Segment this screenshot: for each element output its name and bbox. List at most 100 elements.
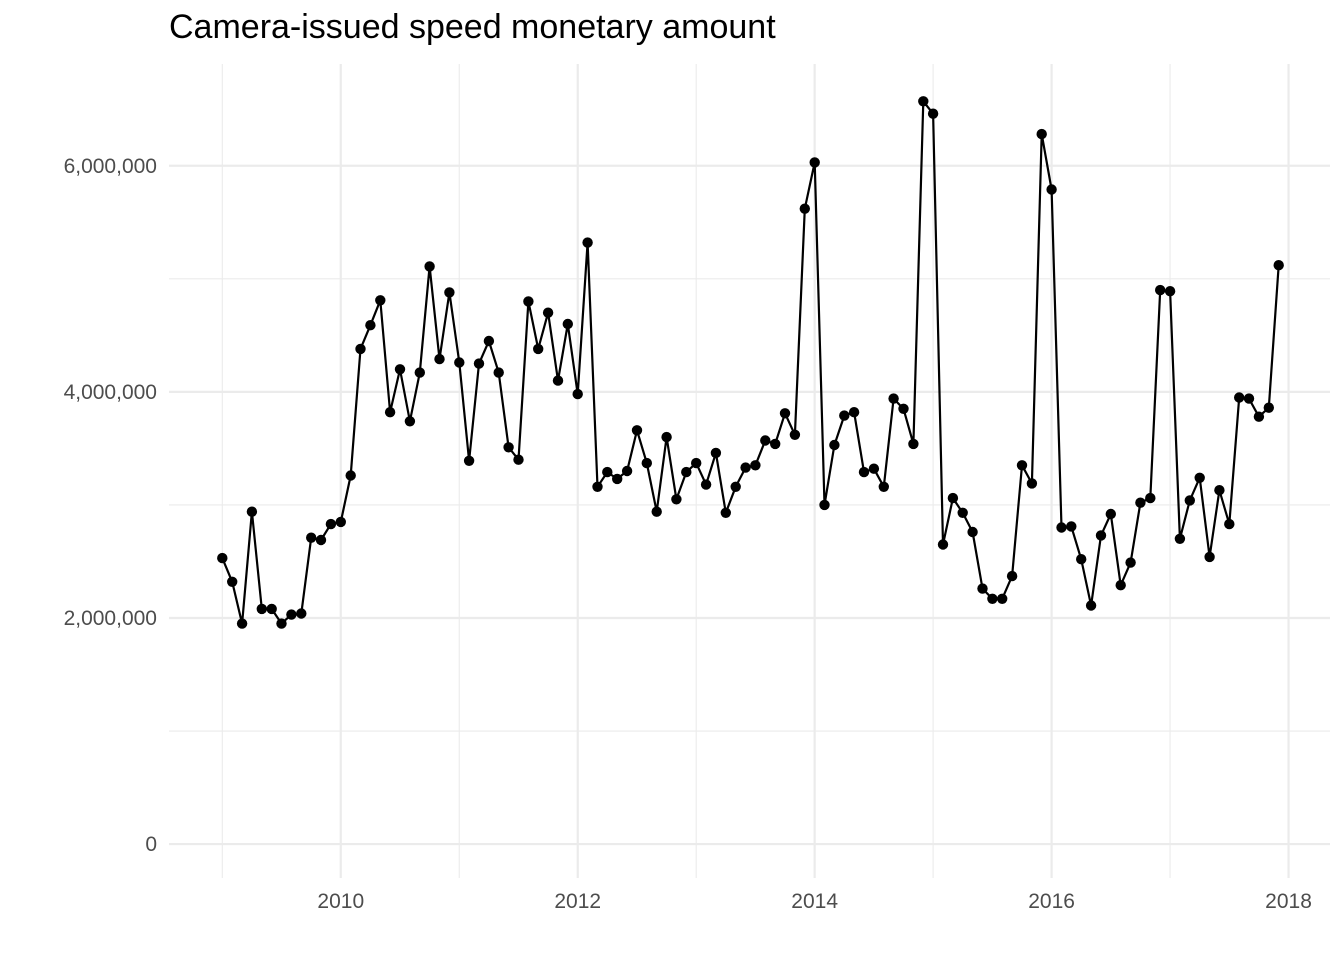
data-point	[424, 261, 435, 272]
data-point	[434, 353, 445, 365]
data-point	[306, 532, 317, 543]
y-axis-ticks: 0 2,000,000 4,000,000 6,000,000	[64, 155, 157, 856]
data-point	[552, 375, 564, 386]
data-point	[572, 388, 583, 400]
data-point	[463, 455, 475, 466]
data-point	[414, 367, 425, 378]
data-point	[908, 438, 919, 450]
data-point	[1164, 286, 1176, 297]
data-point	[394, 364, 406, 375]
data-point	[720, 507, 731, 518]
data-point	[691, 457, 702, 469]
data-point	[513, 454, 524, 465]
data-point	[858, 466, 870, 478]
data-point	[829, 439, 840, 451]
data-point	[700, 479, 712, 490]
data-point	[1174, 533, 1186, 544]
data-point	[848, 407, 860, 418]
x-tick-label: 2014	[791, 890, 838, 913]
data-point	[1214, 485, 1225, 496]
data-point	[760, 435, 771, 446]
data-point	[1224, 518, 1235, 530]
data-point	[710, 447, 722, 459]
data-point	[246, 506, 258, 517]
data-point	[898, 403, 909, 414]
data-point	[256, 603, 267, 615]
data-point	[454, 357, 465, 368]
data-point	[987, 593, 998, 604]
data-point	[661, 431, 672, 443]
data-point	[444, 287, 455, 298]
data-point	[740, 462, 751, 473]
data-point	[819, 499, 830, 511]
data-point	[1026, 478, 1038, 489]
data-point	[809, 157, 820, 168]
data-point	[503, 442, 514, 453]
data-point	[1085, 600, 1097, 611]
data-point	[1066, 521, 1077, 532]
data-point	[651, 506, 662, 517]
x-tick-label: 2018	[1265, 890, 1312, 913]
data-point	[750, 460, 761, 471]
data-point	[542, 307, 554, 318]
data-point	[384, 407, 396, 418]
data-point	[799, 203, 810, 214]
data-point	[1243, 393, 1255, 404]
data-point	[977, 583, 988, 594]
data-point	[839, 410, 850, 421]
data-point	[918, 96, 929, 107]
data-point	[296, 608, 307, 619]
data-point	[770, 438, 781, 450]
data-point	[217, 552, 228, 564]
data-point	[276, 618, 287, 629]
data-point	[365, 320, 376, 331]
data-point	[493, 367, 504, 378]
data-point	[236, 618, 248, 629]
data-point	[523, 296, 534, 307]
series-layer	[217, 96, 1284, 629]
data-point	[927, 108, 939, 119]
data-point	[315, 534, 327, 546]
data-point	[355, 343, 366, 355]
data-point	[957, 507, 968, 518]
data-point	[1105, 508, 1117, 520]
data-point	[1135, 497, 1146, 508]
data-point	[404, 416, 416, 427]
data-point	[1076, 554, 1087, 565]
data-point	[1125, 557, 1136, 568]
data-point	[227, 576, 238, 587]
data-point	[1155, 284, 1166, 296]
data-point	[1204, 551, 1215, 563]
data-point	[1234, 392, 1245, 403]
x-tick-label: 2012	[554, 890, 601, 913]
data-point	[997, 593, 1008, 604]
y-tick-label: 4,000,000	[64, 381, 157, 404]
y-tick-label: 0	[145, 833, 157, 856]
data-point	[582, 237, 593, 248]
data-point	[1016, 460, 1028, 471]
data-point	[602, 466, 613, 478]
data-point	[345, 470, 356, 481]
data-point	[1056, 522, 1067, 533]
data-point	[325, 518, 337, 530]
data-point	[730, 481, 741, 492]
data-point	[473, 358, 485, 369]
data-point	[1184, 495, 1196, 506]
data-point	[562, 318, 573, 330]
data-point	[681, 466, 692, 478]
x-tick-label: 2016	[1028, 890, 1075, 913]
data-point	[533, 343, 544, 355]
y-tick-label: 6,000,000	[64, 155, 157, 178]
data-point	[1253, 411, 1265, 422]
data-point	[789, 429, 801, 440]
data-point	[947, 492, 959, 504]
data-point	[1036, 128, 1047, 140]
data-point	[592, 481, 603, 492]
data-point	[868, 463, 880, 474]
data-point	[641, 457, 652, 469]
data-point	[1006, 570, 1018, 582]
data-point	[266, 603, 277, 615]
y-tick-label: 2,000,000	[64, 607, 157, 630]
data-point	[1273, 260, 1284, 271]
